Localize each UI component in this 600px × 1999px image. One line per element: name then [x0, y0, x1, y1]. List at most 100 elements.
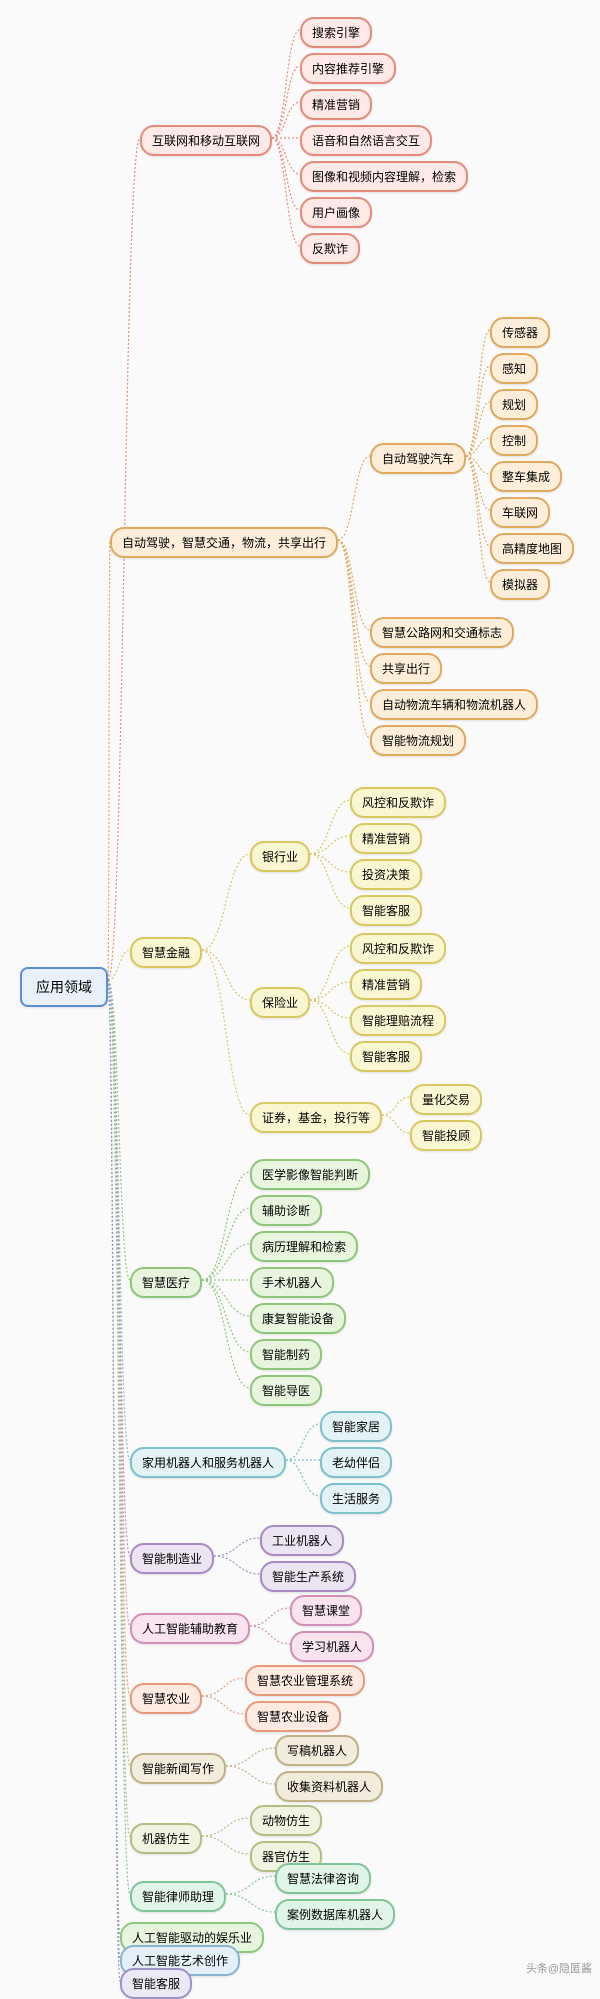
edge-b2a-b2a4 — [466, 438, 490, 456]
mindmap-node-b10: 机器仿生 — [130, 1823, 202, 1854]
mindmap-node-b2c: 共享出行 — [370, 653, 442, 684]
edge-root-b3 — [108, 950, 130, 980]
mindmap-node-b4c2: 辅助诊断 — [250, 1195, 322, 1226]
mindmap-node-b2a4: 控制 — [490, 425, 538, 456]
mindmap-node-b2b: 智慧公路网和交通标志 — [370, 617, 514, 648]
mindmap-node-b1: 互联网和移动互联网 — [140, 125, 272, 156]
mindmap-node-b1c6: 用户画像 — [300, 197, 372, 228]
edge-b2a-b2a3 — [466, 402, 490, 456]
mindmap-node-b2e: 智能物流规划 — [370, 725, 466, 756]
edge-b1-b1c2 — [272, 66, 300, 138]
edge-b6-b6c1 — [214, 1538, 260, 1556]
edge-b2a-b2a6 — [466, 456, 490, 510]
mindmap-node-b3c1: 量化交易 — [410, 1084, 482, 1115]
mindmap-node-b3a3: 投资决策 — [350, 859, 422, 890]
edge-b1-b1c7 — [272, 138, 300, 246]
mindmap-node-b1c4: 语音和自然语言交互 — [300, 125, 432, 156]
mindmap-node-root: 应用领域 — [20, 967, 108, 1007]
mindmap-node-b11: 智能律师助理 — [130, 1881, 226, 1912]
edge-root-b8 — [108, 980, 130, 1696]
mindmap-node-b4c1: 医学影像智能判断 — [250, 1159, 370, 1190]
edge-root-b14 — [108, 980, 120, 1981]
edge-b9-b9c2 — [226, 1766, 275, 1784]
mindmap-node-b9: 智能新闻写作 — [130, 1753, 226, 1784]
mindmap-node-b5c3: 生活服务 — [320, 1483, 392, 1514]
edge-root-b9 — [108, 980, 130, 1766]
mindmap-node-b9c1: 写稿机器人 — [275, 1735, 359, 1766]
edge-b11-b11c2 — [226, 1894, 275, 1912]
edge-b2a-b2a8 — [466, 456, 490, 582]
mindmap-node-b2a3: 规划 — [490, 389, 538, 420]
mindmap-node-b5: 家用机器人和服务机器人 — [130, 1447, 286, 1478]
mindmap-node-b10c1: 动物仿生 — [250, 1805, 322, 1836]
mindmap-node-b3c: 证券，基金，投行等 — [250, 1102, 382, 1133]
edge-b5-b5c3 — [286, 1460, 320, 1496]
edge-b2-b2e — [338, 540, 370, 738]
edge-b3a-b3a3 — [310, 854, 350, 872]
mindmap-node-b3a4: 智能客服 — [350, 895, 422, 926]
edge-b8-b8c1 — [202, 1678, 245, 1696]
mindmap-node-b3a2: 精准营销 — [350, 823, 422, 854]
mindmap-node-b11c1: 智慧法律咨询 — [275, 1863, 371, 1894]
mindmap-node-b7c1: 智慧课堂 — [290, 1595, 362, 1626]
mindmap-node-b8c1: 智慧农业管理系统 — [245, 1665, 365, 1696]
edge-b4-b4c5 — [202, 1280, 250, 1316]
edge-root-b7 — [108, 980, 130, 1626]
mindmap-node-b3c2: 智能投顾 — [410, 1120, 482, 1151]
edge-b7-b7c1 — [250, 1608, 290, 1626]
edge-b6-b6c2 — [214, 1556, 260, 1574]
mindmap-node-b3a1: 风控和反欺诈 — [350, 787, 446, 818]
mindmap-node-b8c2: 智慧农业设备 — [245, 1701, 341, 1732]
mindmap-node-b1c1: 搜索引擎 — [300, 17, 372, 48]
mindmap-node-b2a6: 车联网 — [490, 497, 550, 528]
mindmap-node-b1c7: 反欺诈 — [300, 233, 360, 264]
edge-root-b5 — [108, 980, 130, 1460]
edge-root-b4 — [108, 980, 130, 1280]
edge-b2-b2d — [338, 540, 370, 702]
mindmap-node-b5c2: 老幼伴侣 — [320, 1447, 392, 1478]
edge-b3-b3b — [202, 950, 250, 1000]
edge-b4-b4c3 — [202, 1244, 250, 1280]
edge-b3a-b3a2 — [310, 836, 350, 854]
edge-b3a-b3a4 — [310, 854, 350, 908]
mindmap-node-b2a8: 模拟器 — [490, 569, 550, 600]
mindmap-node-b2a7: 高精度地图 — [490, 533, 574, 564]
mindmap-node-b7c2: 学习机器人 — [290, 1631, 374, 1662]
mindmap-node-b3b2: 精准营销 — [350, 969, 422, 1000]
mindmap-node-b8: 智慧农业 — [130, 1683, 202, 1714]
mindmap-node-b1c3: 精准营销 — [300, 89, 372, 120]
edge-b10-b10c1 — [202, 1818, 250, 1836]
edge-b2a-b2a5 — [466, 456, 490, 474]
edge-b3b-b3b4 — [310, 1000, 350, 1054]
mindmap-node-b4: 智慧医疗 — [130, 1267, 202, 1298]
mindmap-node-b6c1: 工业机器人 — [260, 1525, 344, 1556]
edge-root-b6 — [108, 980, 130, 1556]
mindmap-node-b1c2: 内容推荐引擎 — [300, 53, 396, 84]
mindmap-node-b3b: 保险业 — [250, 987, 310, 1018]
mindmap-node-b11c2: 案例数据库机器人 — [275, 1899, 395, 1930]
mindmap-node-b2: 自动驾驶，智慧交通，物流，共享出行 — [110, 527, 338, 558]
edge-b2a-b2a2 — [466, 366, 490, 456]
edge-b1-b1c6 — [272, 138, 300, 210]
edge-b2a-b2a1 — [466, 330, 490, 456]
watermark: 头条@隐匿酱 — [526, 1960, 592, 1976]
mindmap-node-b5c1: 智能家居 — [320, 1411, 392, 1442]
edge-root-b2 — [108, 540, 110, 980]
edge-root-b12 — [108, 980, 120, 1935]
mindmap-node-b2a: 自动驾驶汽车 — [370, 443, 466, 474]
mindmap-node-b3b1: 风控和反欺诈 — [350, 933, 446, 964]
mindmap-node-b3: 智慧金融 — [130, 937, 202, 968]
edge-b2-b2a — [338, 456, 370, 540]
edge-b3c-b3c2 — [382, 1115, 410, 1133]
mindmap-node-b7: 人工智能辅助教育 — [130, 1613, 250, 1644]
edge-root-b10 — [108, 980, 130, 1836]
edge-b3a-b3a1 — [310, 800, 350, 854]
mindmap-node-b4c3: 病历理解和检索 — [250, 1231, 358, 1262]
mindmap-node-b6: 智能制造业 — [130, 1543, 214, 1574]
edge-b8-b8c2 — [202, 1696, 245, 1714]
mindmap-node-b3a: 银行业 — [250, 841, 310, 872]
edge-root-b13 — [108, 980, 120, 1958]
mindmap-node-b2a1: 传感器 — [490, 317, 550, 348]
edge-b7-b7c2 — [250, 1626, 290, 1644]
edge-b3-b3a — [202, 854, 250, 950]
